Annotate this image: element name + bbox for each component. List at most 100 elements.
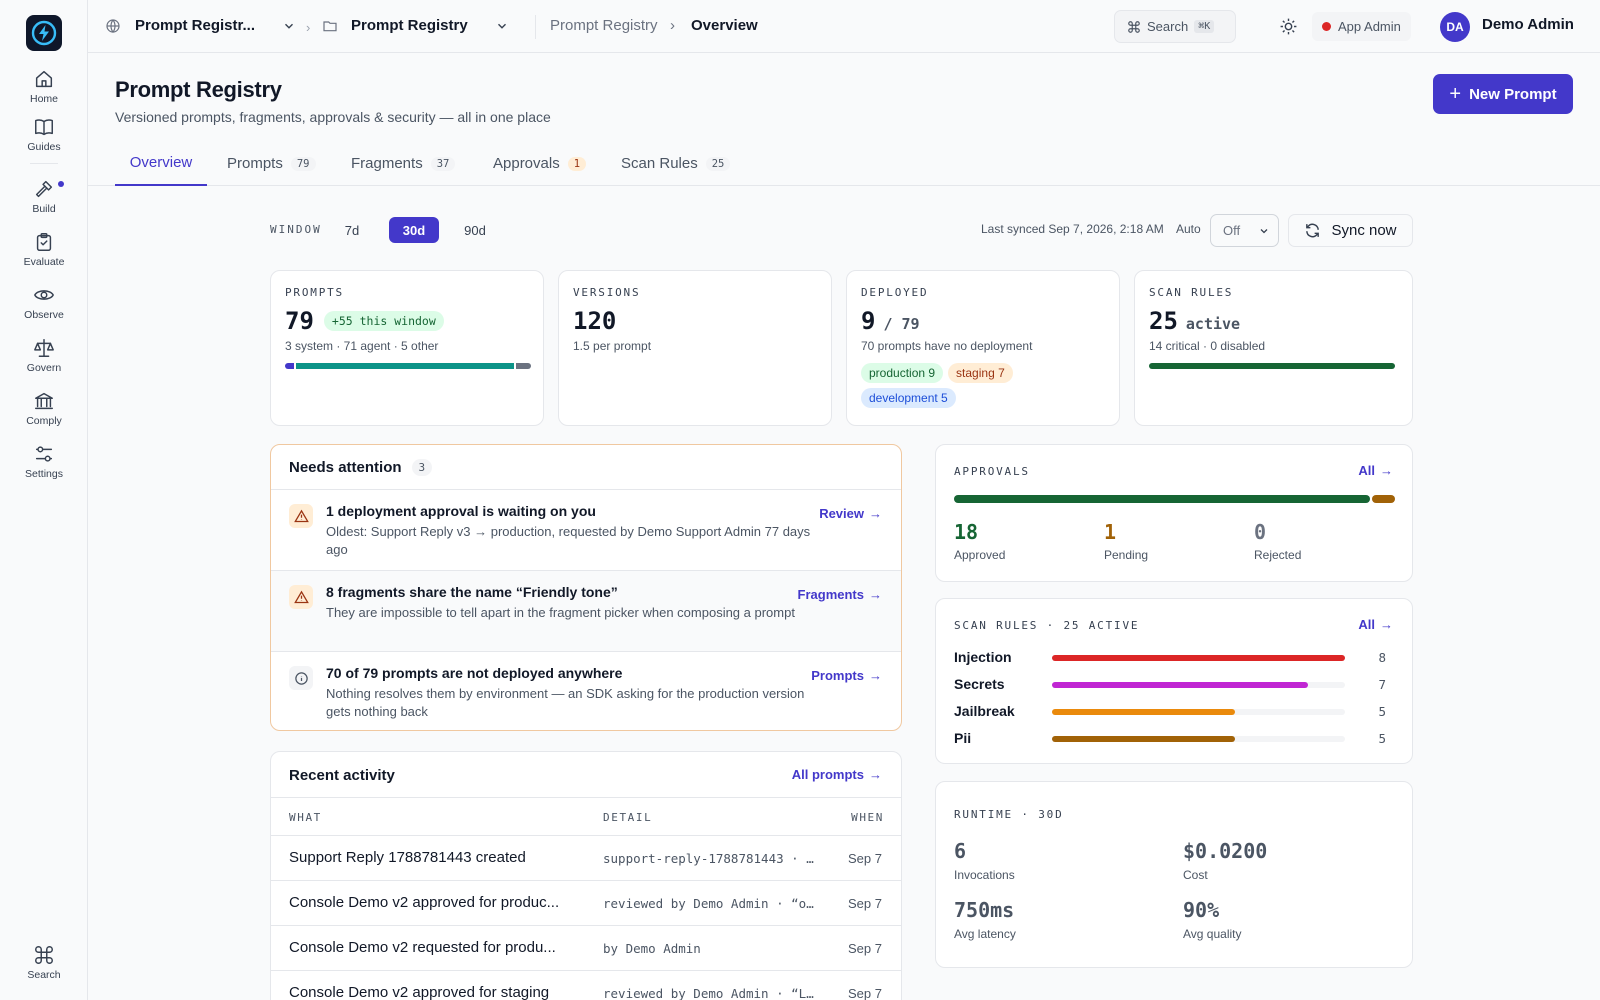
tab-approvals[interactable]: Approvals 1 (480, 141, 599, 186)
approvals-pending-segment (1371, 495, 1395, 503)
avatar[interactable]: DA (1440, 12, 1470, 42)
tab-scan-rules[interactable]: Scan Rules 25 (608, 141, 743, 186)
auto-sync-select[interactable]: Off (1210, 214, 1279, 247)
table-row[interactable]: Console Demo v2 approved for staging rev… (271, 970, 901, 1000)
deployed-count: 9 (861, 307, 876, 335)
scan-rule-row-injection[interactable]: Injection 8 (954, 649, 1386, 669)
page-title: Prompt Registry (115, 77, 282, 102)
prompts-agent-segment (296, 363, 514, 369)
tab-prompts[interactable]: Prompts 79 (214, 141, 329, 186)
rail-item-observe[interactable]: Observe (0, 284, 88, 321)
window-option-label: 30d (402, 222, 426, 238)
env-badge-development[interactable]: development 5 (861, 388, 956, 408)
recent-activity-title: Recent activity (289, 767, 395, 784)
new-prompt-button[interactable]: + New Prompt (1433, 74, 1573, 114)
stat-card-deployed[interactable]: DEPLOYED 9 / 79 70 prompts have no deplo… (846, 270, 1120, 426)
deployed-total: / 79 (883, 315, 920, 333)
rail-item-label: Settings (25, 468, 63, 480)
attention-link-label: Fragments (797, 587, 864, 602)
rail-item-guides[interactable]: Guides (0, 116, 88, 153)
attention-item[interactable]: 1 deployment approval is waiting on you … (271, 489, 901, 570)
card-label: SCAN RULES (1149, 286, 1234, 299)
app-logo[interactable] (26, 15, 62, 51)
tab-fragments[interactable]: Fragments 37 (338, 141, 468, 186)
scan-rule-track (1052, 736, 1345, 742)
rail-item-settings[interactable]: Settings (0, 443, 88, 480)
activity-when: Sep 7 (848, 896, 882, 911)
approvals-all-link[interactable]: All → (1358, 463, 1393, 478)
stat-card-prompts[interactable]: PROMPTS 79 +55 this window 3 system · 71… (270, 270, 544, 426)
table-row[interactable]: Support Reply 1788781443 created support… (271, 835, 901, 880)
project-name: Prompt Registry (351, 17, 468, 34)
runtime-metric-label: Avg latency (954, 927, 1016, 941)
stat-card-versions[interactable]: VERSIONS 120 1.5 per prompt (558, 270, 832, 426)
window-option-30d[interactable]: 30d (389, 217, 439, 243)
chevron-right-icon: › (306, 20, 311, 35)
role-label: App Admin (1338, 19, 1401, 34)
workspace-selector[interactable]: Prompt Registr... (135, 17, 255, 34)
window-option-90d[interactable]: 90d (458, 217, 492, 243)
sync-now-button[interactable]: Sync now (1288, 214, 1413, 247)
rail-item-label: Comply (26, 415, 62, 427)
workspace-chevron-down-icon[interactable] (282, 19, 296, 33)
home-icon (35, 70, 53, 88)
rail-item-build[interactable]: Build (0, 178, 88, 215)
role-status-dot (1322, 22, 1331, 31)
attention-item[interactable]: 70 of 79 prompts are not deployed anywhe… (271, 651, 901, 731)
refresh-icon (1306, 223, 1320, 238)
rail-item-search[interactable]: Search (0, 944, 88, 981)
attention-item[interactable]: 8 fragments share the name “Friendly ton… (271, 570, 901, 651)
fragments-link[interactable]: Fragments → (798, 587, 882, 602)
approvals-label: APPROVALS (954, 465, 1030, 478)
auto-sync-value: Off (1223, 223, 1241, 238)
tab-label: Scan Rules (621, 155, 698, 172)
runtime-metric-latency: 750ms Avg latency (954, 898, 1016, 941)
table-row[interactable]: Console Demo v2 approved for produc... r… (271, 880, 901, 925)
activity-detail: reviewed by Demo Admin · “o… (603, 896, 814, 911)
rejected-stat: 0 Rejected (1254, 520, 1301, 562)
scan-rule-row-secrets[interactable]: Secrets 7 (954, 676, 1386, 696)
scan-rules-all-link[interactable]: All → (1358, 617, 1393, 632)
attention-title: 70 of 79 prompts are not deployed anywhe… (326, 665, 623, 681)
all-prompts-link[interactable]: All prompts → (792, 767, 882, 782)
stat-card-scan-rules[interactable]: SCAN RULES 25 active 14 critical · 0 dis… (1134, 270, 1413, 426)
runtime-metric-label: Avg quality (1183, 927, 1242, 941)
rail-item-label: Home (29, 93, 58, 105)
approvals-ratio-bar (954, 495, 1395, 503)
role-badge[interactable]: App Admin (1312, 12, 1411, 41)
runtime-metric-quality: 90% Avg quality (1183, 898, 1241, 941)
tab-label: Approvals (493, 155, 560, 172)
search-button[interactable]: Search ⌘K (1114, 10, 1236, 43)
rail-item-govern[interactable]: Govern (0, 337, 88, 374)
activity-header-row: WHAT DETAIL WHEN (271, 797, 901, 835)
table-row[interactable]: Console Demo v2 requested for produ... b… (271, 925, 901, 970)
window-label: WINDOW (270, 223, 322, 236)
prompts-link[interactable]: Prompts → (811, 668, 882, 683)
page-subtitle: Versioned prompts, fragments, approvals … (115, 109, 551, 125)
scan-rule-row-jailbreak[interactable]: Jailbreak 5 (954, 703, 1386, 723)
env-badge-production[interactable]: production 9 (861, 363, 944, 383)
user-name[interactable]: Demo Admin (1482, 16, 1574, 33)
rail-item-comply[interactable]: Comply (0, 390, 88, 427)
breadcrumb-parent[interactable]: Prompt Registry (550, 17, 658, 34)
theme-toggle-sun-icon[interactable] (1279, 17, 1298, 36)
top-bar: Prompt Registr... › Prompt Registry Prom… (88, 0, 1600, 53)
hammer-icon (35, 180, 53, 198)
project-chevron-down-icon[interactable] (495, 19, 509, 33)
rail-item-label: Guides (27, 141, 61, 153)
rail-item-evaluate[interactable]: Evaluate (0, 231, 88, 268)
activity-when: Sep 7 (848, 851, 882, 866)
scan-rule-name: Pii (954, 730, 972, 746)
card-label: PROMPTS (285, 286, 344, 299)
rail-item-label: Govern (26, 362, 62, 374)
env-badge-staging[interactable]: staging 7 (948, 363, 1013, 383)
scan-rule-row-pii[interactable]: Pii 5 (954, 730, 1386, 750)
tab-overview[interactable]: Overview (115, 141, 207, 186)
project-selector[interactable]: Prompt Registry (351, 17, 468, 34)
warning-icon (289, 504, 313, 528)
review-link[interactable]: Review → (819, 506, 882, 521)
all-prompts-label: All prompts (791, 767, 864, 782)
window-option-7d[interactable]: 7d (337, 217, 367, 243)
pending-label: Pending (1104, 548, 1149, 562)
rail-item-home[interactable]: Home (0, 68, 88, 105)
